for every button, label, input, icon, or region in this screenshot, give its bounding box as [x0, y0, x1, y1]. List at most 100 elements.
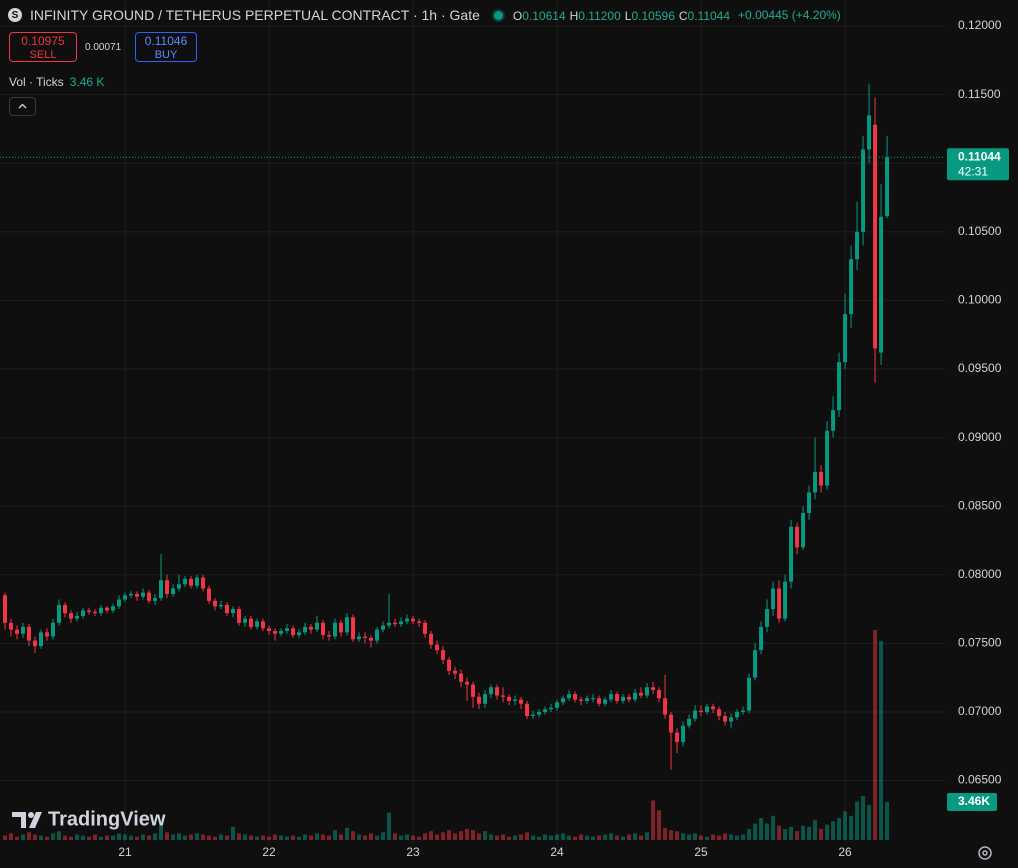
- volume-legend: Vol · Ticks 3.46 K: [9, 75, 104, 89]
- volume-bar: [57, 831, 62, 840]
- sell-price[interactable]: 0.10975: [21, 34, 65, 48]
- candle-body: [255, 621, 260, 627]
- volume-bar: [885, 801, 890, 840]
- collapse-button[interactable]: [9, 97, 36, 116]
- candle-body: [543, 709, 548, 712]
- volume-bar: [435, 834, 440, 840]
- volume-bar: [134, 836, 139, 840]
- spread: 0.00071: [85, 42, 122, 53]
- candle-body: [747, 677, 752, 711]
- volume-bar: [717, 835, 722, 840]
- candle-body: [309, 626, 314, 630]
- candle-body: [483, 694, 488, 704]
- candle-body: [237, 609, 242, 623]
- candle-body: [243, 618, 248, 623]
- candle-body: [201, 577, 206, 589]
- y-tick-label: 0.07000: [958, 704, 1002, 718]
- x-tick-label: 25: [694, 845, 708, 859]
- volume-bar: [813, 820, 818, 840]
- candle-body: [501, 695, 506, 697]
- symbol-title[interactable]: INFINITY GROUND / TETHERUS PERPETUAL CON…: [30, 7, 480, 23]
- candle-body: [62, 604, 67, 614]
- volume-bar: [561, 833, 566, 840]
- candle-body: [687, 718, 692, 726]
- volume-bar: [381, 832, 386, 840]
- ohlc-legend: O0.10614 H0.11200 L0.10596 C0.11044: [513, 7, 734, 23]
- ohlc-label: H: [569, 9, 579, 23]
- volume-bar: [753, 823, 758, 840]
- chevron-path[interactable]: [18, 103, 27, 109]
- candle-body: [303, 626, 308, 633]
- volume-bar: [507, 836, 512, 840]
- candle-body: [387, 622, 392, 626]
- candle-body: [651, 687, 656, 690]
- volume-bar: [579, 834, 584, 840]
- candle-body: [783, 581, 788, 619]
- volume-bar: [651, 800, 656, 840]
- volume-bar: [68, 836, 73, 840]
- volume-bar: [8, 833, 13, 840]
- candle-body: [675, 732, 680, 743]
- volume-bar: [837, 818, 842, 840]
- ohlc-value: 0.10596: [631, 9, 675, 23]
- candle-body: [86, 610, 91, 612]
- volume-bar: [531, 835, 536, 840]
- chevron[interactable]: [10, 98, 35, 115]
- volume-bar: [303, 834, 308, 840]
- candle-body: [80, 610, 85, 616]
- volume-bar: [501, 834, 506, 840]
- volume-bar: [177, 833, 182, 840]
- volume-bar: [615, 835, 620, 840]
- brand-name: TradingView: [48, 808, 166, 830]
- volume-bar: [159, 825, 164, 840]
- volume-bar: [147, 835, 152, 840]
- candle-body: [363, 636, 368, 638]
- candle-body: [213, 600, 218, 607]
- gear-center[interactable]: [982, 850, 988, 856]
- volume-bar: [861, 796, 866, 840]
- candle-body: [597, 698, 602, 704]
- volume-badge: [947, 792, 997, 811]
- buy-button[interactable]: 0.11046 BUY: [135, 32, 197, 62]
- sell-label[interactable]: SELL: [29, 49, 57, 61]
- volume-bar: [327, 835, 332, 840]
- volume-bar: [111, 835, 116, 840]
- buy-price[interactable]: 0.11046: [144, 34, 188, 48]
- candle-body: [129, 593, 134, 596]
- candle-body: [873, 124, 878, 349]
- volume-bar: [26, 832, 31, 840]
- candle-body: [2, 595, 7, 623]
- y-tick-label: 0.07500: [958, 636, 1002, 650]
- candle-body: [489, 687, 494, 695]
- candle-body: [123, 595, 128, 600]
- volume-bar: [351, 831, 356, 840]
- volume-bar: [633, 833, 638, 840]
- volume-bar: [627, 834, 632, 840]
- candle-body: [339, 622, 344, 633]
- volume-bar: [285, 836, 290, 840]
- candle-body: [621, 696, 626, 701]
- gear[interactable]: [978, 846, 992, 860]
- volume-bar: [267, 836, 272, 840]
- candle-body: [507, 696, 512, 701]
- buy-label[interactable]: BUY: [154, 49, 178, 61]
- volume-bar: [20, 834, 25, 840]
- candle-body: [591, 698, 596, 700]
- candle-body: [741, 710, 746, 712]
- candle-body: [159, 580, 164, 599]
- volume-bar: [50, 833, 55, 840]
- candle-body: [381, 625, 386, 630]
- volume-bar: [873, 629, 878, 840]
- x-tick-label: 26: [838, 845, 852, 859]
- volume-bar: [261, 835, 266, 840]
- settings-icon[interactable]: [978, 846, 992, 860]
- candle-body: [327, 635, 332, 637]
- sell-button[interactable]: 0.10975 SELL: [9, 32, 77, 62]
- volume-bar: [273, 834, 278, 840]
- candle-body: [285, 628, 290, 632]
- volume-bar: [465, 829, 470, 840]
- candle-body: [831, 410, 836, 431]
- volume-bar: [75, 834, 80, 840]
- volume-bar: [765, 823, 770, 840]
